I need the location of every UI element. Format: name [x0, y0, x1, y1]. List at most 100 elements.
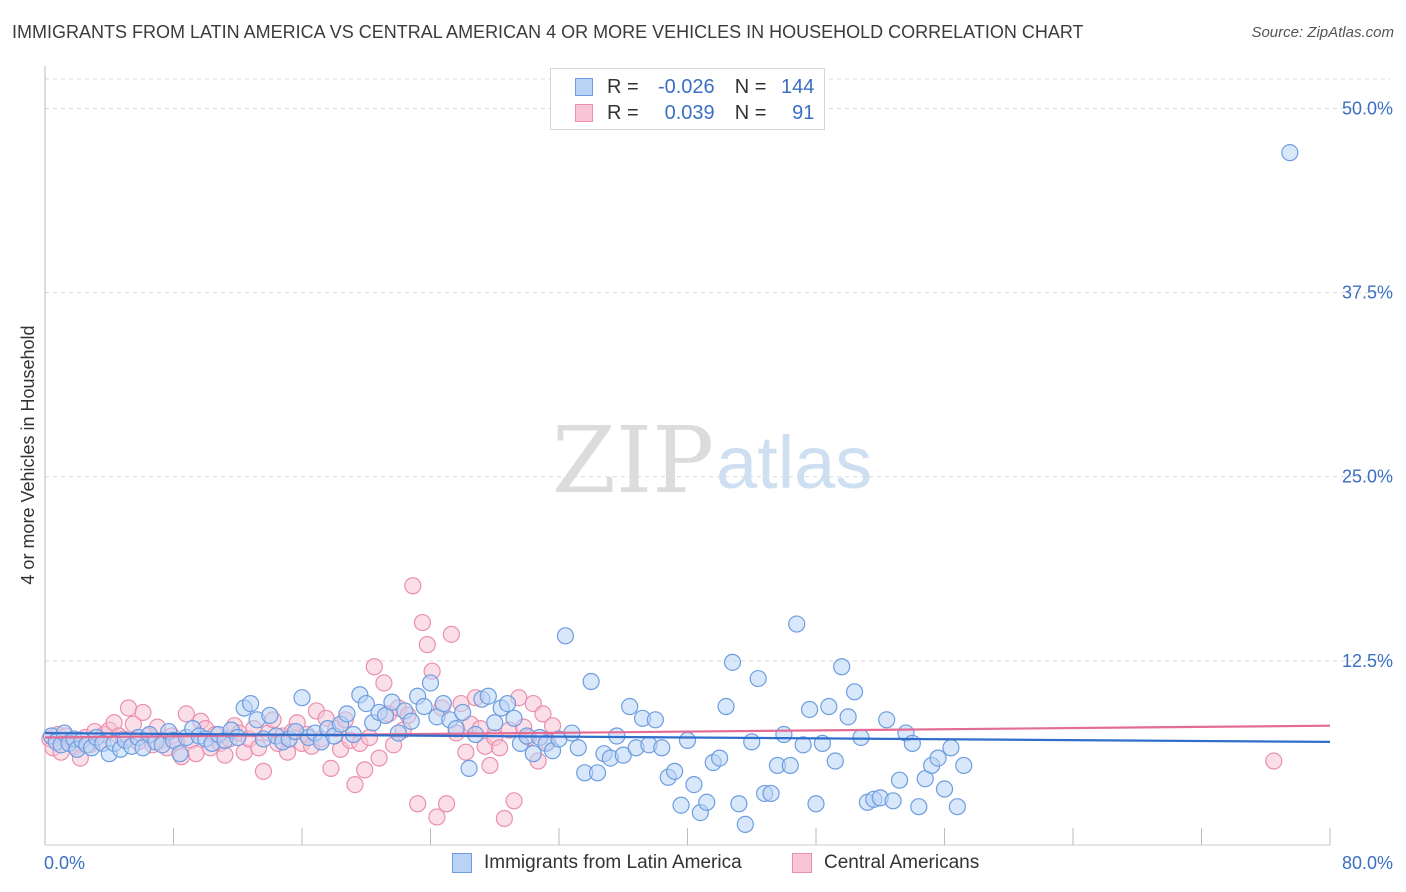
legend-n-label: N = — [734, 75, 767, 98]
data-point-latin-america — [717, 697, 735, 716]
trend-lines — [44, 724, 1331, 743]
bottom-legend-swatch-blue — [452, 853, 472, 873]
data-point-latin-america — [1281, 144, 1299, 162]
data-point-central-americans — [418, 636, 436, 654]
series-central-americans — [41, 577, 1283, 828]
data-point-latin-america — [711, 749, 729, 767]
x-tick-label: 0.0% — [44, 853, 85, 873]
data-point-latin-america — [621, 697, 639, 716]
bottom-legend-item-latin-america: Immigrants from Latin America — [452, 852, 742, 874]
data-point-central-americans — [187, 745, 205, 763]
legend-r-label: R = — [607, 101, 639, 124]
data-point-latin-america — [762, 784, 780, 803]
data-point-latin-america — [293, 689, 311, 707]
data-point-central-americans — [404, 577, 422, 595]
legend: R = -0.026 N = 144 R = 0.039 N = 91 — [550, 68, 825, 130]
data-point-central-americans — [409, 795, 427, 813]
data-point-latin-america — [736, 815, 754, 833]
data-point-latin-america — [242, 694, 260, 713]
data-point-latin-america — [820, 697, 838, 716]
data-point-latin-america — [499, 694, 517, 713]
data-point-latin-america — [505, 709, 523, 727]
data-point-latin-america — [890, 771, 909, 789]
data-point-latin-america — [929, 749, 947, 767]
data-point-latin-america — [845, 683, 864, 701]
data-point-latin-america — [833, 658, 851, 676]
data-point-central-americans — [457, 743, 475, 761]
legend-n-value: 144 — [781, 75, 815, 98]
axes — [44, 66, 1331, 846]
grid-lines — [45, 78, 1390, 662]
data-point-latin-america — [389, 724, 407, 742]
data-point-latin-america — [582, 672, 600, 691]
data-point-latin-america — [666, 762, 684, 780]
data-point-latin-america — [460, 759, 478, 778]
data-point-latin-america — [454, 703, 472, 722]
data-point-latin-america — [935, 780, 954, 798]
bottom-legend-label: Central Americans — [824, 852, 980, 873]
y-tick-label: 25.0% — [1342, 467, 1393, 487]
data-point-central-americans — [413, 613, 432, 632]
data-point-latin-america — [910, 798, 928, 816]
data-point-latin-america — [685, 776, 703, 794]
data-point-central-americans — [177, 705, 195, 723]
data-point-latin-america — [730, 795, 748, 813]
legend-r-value: 0.039 — [664, 101, 715, 124]
data-point-latin-america — [852, 728, 870, 747]
watermark: ZIP atlas — [552, 407, 872, 514]
data-point-latin-america — [261, 706, 279, 724]
data-point-central-americans — [495, 809, 513, 828]
source-label: Source: ZipAtlas.com — [1251, 24, 1394, 41]
legend-swatch-blue — [575, 78, 593, 96]
chart-title: IMMIGRANTS FROM LATIN AMERICA VS CENTRAL… — [12, 22, 1084, 42]
data-point-latin-america — [383, 693, 401, 711]
bottom-legend-swatch-pink — [792, 853, 812, 873]
data-point-central-americans — [119, 699, 138, 717]
legend-r-label: R = — [607, 75, 639, 98]
bottom-legend: Immigrants from Latin America Central Am… — [0, 852, 1406, 878]
data-point-latin-america — [357, 694, 375, 713]
watermark-zip: ZIP — [552, 407, 714, 514]
trend-line-latin-america — [44, 731, 1331, 743]
watermark-atlas: atlas — [716, 421, 872, 504]
data-point-central-americans — [346, 776, 364, 794]
legend-n-value: 91 — [792, 101, 815, 124]
data-point-latin-america — [743, 733, 761, 751]
data-point-latin-america — [653, 739, 671, 757]
data-point-latin-america — [775, 725, 793, 744]
data-point-central-americans — [254, 762, 273, 780]
data-point-latin-america — [903, 734, 921, 752]
data-point-central-americans — [365, 658, 383, 676]
series-immigrants-latin-america — [42, 144, 1299, 833]
data-point-latin-america — [672, 796, 690, 814]
data-point-latin-america — [884, 792, 902, 810]
data-point-central-americans — [322, 759, 340, 778]
data-point-latin-america — [415, 697, 433, 716]
data-point-latin-america — [942, 739, 960, 757]
y-tick-label: 50.0% — [1342, 98, 1393, 118]
data-point-latin-america — [402, 712, 420, 730]
data-point-latin-america — [955, 756, 973, 775]
x-tick-labels: 0.0% 80.0% — [44, 853, 1393, 873]
data-point-latin-america — [807, 795, 825, 813]
data-point-latin-america — [878, 711, 896, 729]
data-point-latin-america — [434, 694, 452, 713]
data-point-latin-america — [524, 745, 542, 763]
legend-r-value: -0.026 — [657, 75, 715, 98]
data-point-latin-america — [781, 756, 799, 775]
data-point-latin-america — [479, 687, 497, 705]
bottom-legend-label: Immigrants from Latin America — [484, 852, 742, 873]
data-point-latin-america — [826, 752, 844, 770]
data-point-latin-america — [588, 764, 607, 782]
data-point-latin-america — [229, 728, 247, 747]
data-point-central-americans — [534, 705, 552, 723]
data-point-central-americans — [490, 739, 509, 757]
data-point-central-americans — [216, 746, 234, 764]
data-point-latin-america — [569, 739, 587, 757]
data-point-latin-america — [171, 745, 189, 763]
data-point-latin-america — [614, 746, 632, 764]
legend-row-central-americans: R = 0.039 N = 91 — [575, 100, 814, 126]
legend-swatch-pink — [575, 104, 593, 122]
data-point-central-americans — [442, 625, 460, 643]
